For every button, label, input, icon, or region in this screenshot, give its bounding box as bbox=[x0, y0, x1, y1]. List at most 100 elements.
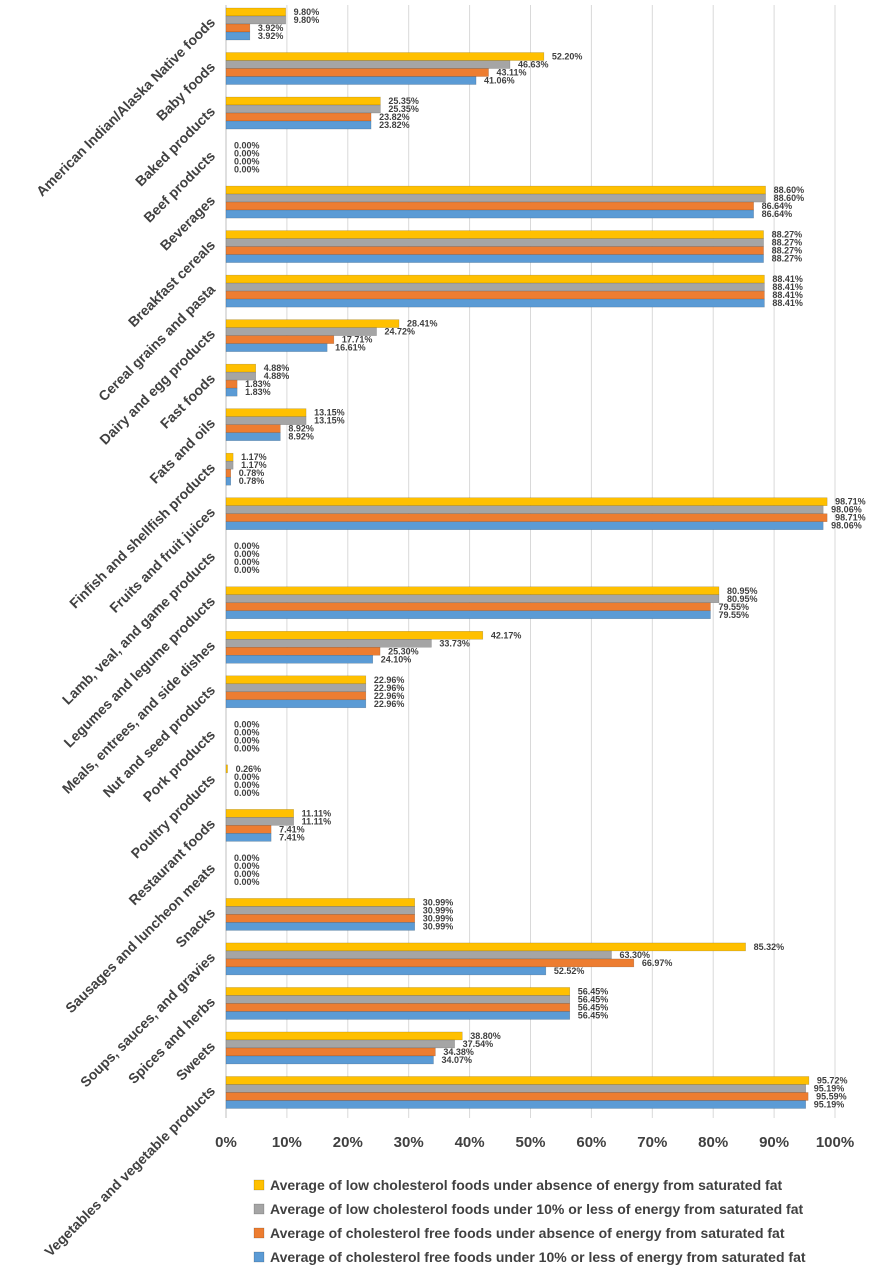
data-label: 0.00% bbox=[234, 549, 260, 559]
data-label: 7.41% bbox=[279, 832, 305, 842]
data-label: 0.00% bbox=[234, 149, 260, 159]
data-label: 0.78% bbox=[239, 468, 265, 478]
data-label: 34.38% bbox=[443, 1047, 474, 1057]
data-label: 88.41% bbox=[772, 274, 803, 284]
data-label: 56.45% bbox=[578, 986, 609, 996]
data-label: 30.99% bbox=[423, 897, 454, 907]
data-label: 56.45% bbox=[578, 1002, 609, 1012]
bar bbox=[225, 460, 234, 470]
data-label: 1.17% bbox=[241, 452, 267, 462]
x-tick-label: 90% bbox=[759, 1134, 789, 1151]
bar bbox=[225, 319, 400, 328]
bar bbox=[225, 468, 232, 478]
data-label: 79.55% bbox=[718, 602, 749, 612]
data-label: 1.83% bbox=[245, 379, 271, 389]
legend-swatch bbox=[253, 1179, 265, 1191]
bar bbox=[225, 1011, 571, 1020]
category-label: Poultry products bbox=[128, 771, 219, 862]
bar bbox=[225, 274, 765, 284]
data-label: 23.82% bbox=[379, 120, 410, 130]
bar bbox=[225, 1084, 806, 1093]
legend-entry: Average of low cholesterol foods under a… bbox=[270, 1177, 782, 1193]
bar bbox=[225, 343, 328, 352]
data-label: 3.92% bbox=[258, 23, 284, 33]
bar bbox=[225, 246, 764, 255]
bar bbox=[225, 1039, 455, 1049]
x-tick-label: 30% bbox=[394, 1134, 424, 1151]
category-label: Sweets bbox=[173, 1038, 219, 1084]
bar bbox=[225, 898, 415, 907]
x-tick-label: 100% bbox=[816, 1134, 854, 1151]
data-label: 9.80% bbox=[294, 7, 320, 17]
data-label: 1.83% bbox=[245, 387, 271, 397]
data-label: 88.41% bbox=[772, 298, 803, 308]
data-label: 88.27% bbox=[772, 230, 803, 240]
bar bbox=[225, 298, 765, 308]
data-label: 0.00% bbox=[234, 877, 260, 887]
data-label: 0.00% bbox=[234, 727, 260, 737]
data-label: 52.52% bbox=[554, 966, 585, 976]
bar bbox=[225, 825, 272, 834]
bar bbox=[225, 335, 335, 344]
data-label: 22.96% bbox=[374, 683, 405, 693]
data-label: 4.88% bbox=[264, 371, 290, 381]
data-label: 0.00% bbox=[234, 541, 260, 551]
data-label: 25.35% bbox=[388, 96, 419, 106]
bar bbox=[225, 1055, 434, 1065]
data-label: 52.20% bbox=[552, 52, 583, 62]
bar bbox=[225, 424, 281, 433]
bar bbox=[225, 76, 477, 85]
data-label: 88.27% bbox=[772, 254, 803, 264]
data-label: 11.11% bbox=[302, 816, 332, 826]
data-label: 22.96% bbox=[374, 699, 405, 709]
bar bbox=[225, 254, 764, 263]
bar bbox=[225, 521, 824, 530]
bar bbox=[225, 290, 765, 300]
bar bbox=[225, 387, 238, 397]
bar bbox=[225, 497, 828, 506]
data-label: 0.00% bbox=[234, 557, 260, 567]
x-tick-label: 0% bbox=[215, 1134, 237, 1151]
data-label: 22.96% bbox=[374, 675, 405, 685]
data-label: 30.99% bbox=[423, 921, 454, 931]
x-tick-label: 80% bbox=[698, 1134, 728, 1151]
legend-swatch bbox=[253, 1251, 265, 1263]
bar bbox=[225, 371, 256, 381]
data-label: 41.06% bbox=[484, 76, 515, 86]
data-label: 38.80% bbox=[470, 1031, 501, 1041]
data-label: 11.11% bbox=[302, 808, 332, 818]
bar bbox=[225, 699, 367, 709]
bar bbox=[225, 432, 281, 441]
data-label: 1.17% bbox=[241, 460, 267, 470]
bar bbox=[225, 594, 720, 604]
x-tick-label: 40% bbox=[455, 1134, 485, 1151]
legend-swatch bbox=[253, 1203, 265, 1215]
data-label: 66.97% bbox=[642, 958, 673, 968]
x-tick-label: 10% bbox=[272, 1134, 302, 1151]
data-label: 98.71% bbox=[835, 497, 866, 507]
bar bbox=[225, 23, 251, 33]
bar bbox=[225, 452, 234, 462]
bar bbox=[225, 96, 381, 106]
bar bbox=[225, 230, 764, 239]
data-label: 46.63% bbox=[518, 60, 549, 70]
bar bbox=[225, 764, 228, 774]
data-label: 0.00% bbox=[234, 853, 260, 863]
data-label: 0.00% bbox=[234, 157, 260, 167]
data-label: 95.19% bbox=[814, 1099, 845, 1109]
data-label: 8.92% bbox=[288, 432, 314, 442]
data-label: 0.00% bbox=[234, 788, 260, 798]
bar bbox=[225, 1047, 436, 1057]
x-tick-label: 60% bbox=[576, 1134, 606, 1151]
data-label: 0.00% bbox=[234, 869, 260, 879]
bar bbox=[225, 104, 381, 114]
data-label: 28.41% bbox=[407, 319, 438, 329]
data-label: 95.72% bbox=[817, 1075, 848, 1085]
x-axis-tick-labels: 0% 10% 20% 30% 40% 50% 60% 70% 80% 90% 100% bbox=[215, 1134, 854, 1151]
data-label: 98.06% bbox=[831, 521, 862, 531]
bar bbox=[225, 809, 294, 818]
bar bbox=[225, 1092, 809, 1101]
data-label: 0.00% bbox=[234, 772, 260, 782]
data-label: 3.92% bbox=[258, 31, 284, 41]
category-label: Baked products bbox=[132, 103, 218, 189]
